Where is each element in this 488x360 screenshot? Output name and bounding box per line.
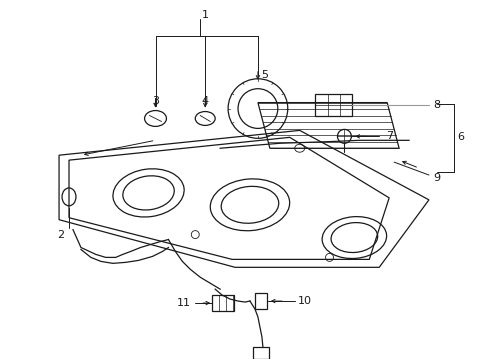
Text: 9: 9	[432, 173, 440, 183]
Text: 1: 1	[202, 10, 208, 20]
Text: 3: 3	[152, 96, 159, 105]
Text: 10: 10	[297, 296, 311, 306]
Text: 5: 5	[261, 70, 268, 80]
Text: 2: 2	[58, 230, 64, 239]
Text: 4: 4	[201, 96, 208, 105]
Text: 8: 8	[432, 100, 440, 109]
Text: 7: 7	[385, 131, 392, 141]
Text: 6: 6	[456, 132, 463, 142]
Text: 11: 11	[176, 298, 190, 308]
